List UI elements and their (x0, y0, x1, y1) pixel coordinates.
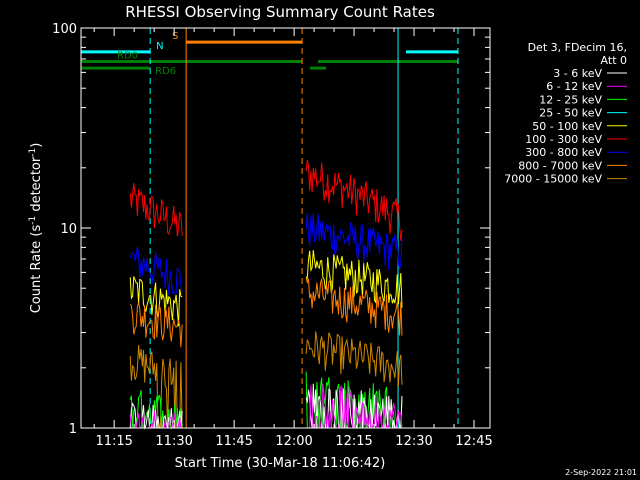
y-axis-label: Count Rate (s-1 detector-1) (28, 143, 44, 314)
series-4-interval-0 (129, 345, 183, 429)
x-tick-label-5: 12:30 (395, 434, 432, 449)
legend-entry-label-6: 300 - 800 keV (525, 146, 602, 159)
legend-header-1: Det 3, FDecim 16, (528, 41, 627, 54)
series-3-interval-1 (305, 277, 403, 336)
y-axis-label-mid: detector (29, 156, 44, 216)
y-axis-label-main: Count Rate (s (29, 225, 44, 314)
legend-entry-label-5: 100 - 300 keV (525, 133, 602, 146)
legend-entry-label-8: 7000 - 15000 keV (504, 173, 602, 186)
y-axis-ticks: 1 10 100 (52, 22, 490, 437)
series-2 (129, 250, 403, 327)
flag-label-n: N (156, 41, 163, 52)
flag-label-rd6: RD6 (155, 66, 176, 77)
y-axis-label-exp1: -1 (28, 216, 38, 225)
y-tick-label-2: 100 (52, 22, 77, 37)
y-axis-label-end: ) (29, 143, 44, 148)
chart-title: RHESSI Observing Summary Count Rates (125, 3, 435, 21)
series-1-interval-0 (129, 246, 183, 296)
series-3-interval-0 (129, 302, 183, 348)
flag-bars: NS RD0 RD6 (81, 31, 459, 77)
legend-entry-label-3: 25 - 50 keV (539, 107, 602, 120)
series-0 (129, 159, 403, 241)
series-5-interval-0 (129, 389, 183, 430)
flag-label-rd0: RD0 (117, 50, 138, 61)
series-4-interval-1 (305, 331, 403, 387)
x-tick-label-0: 11:15 (95, 434, 132, 449)
legend-entry-label-2: 12 - 25 keV (539, 93, 602, 106)
legend-entry-label-0: 3 - 6 keV (553, 67, 602, 80)
legend-entry-label-4: 50 - 100 keV (532, 120, 602, 133)
x-axis-label: Start Time (30-Mar-18 11:06:42) (175, 456, 386, 471)
y-tick-label-1: 10 (60, 222, 77, 237)
legend-entry-label-1: 6 - 12 keV (546, 80, 602, 93)
series-3 (129, 277, 403, 348)
x-tick-label-3: 12:00 (275, 434, 312, 449)
series-0-interval-0 (129, 182, 183, 237)
x-tick-label-4: 12:15 (335, 434, 372, 449)
series-4 (129, 331, 403, 429)
y-tick-label-0: 1 (69, 422, 77, 437)
flag-label-s: S (172, 31, 178, 42)
footer-timestamp: 2-Sep-2022 21:01 (565, 468, 637, 477)
x-axis-ticks: 11:15 11:30 11:45 12:00 12:15 12:30 12:45 (93, 28, 493, 449)
x-tick-label-2: 11:45 (215, 434, 252, 449)
legend-header-2: Att 0 (601, 54, 627, 67)
series-2-interval-0 (129, 276, 183, 327)
x-tick-label-6: 12:45 (455, 434, 492, 449)
legend-entry-label-7: 800 - 7000 keV (518, 159, 602, 172)
x-tick-label-1: 11:30 (155, 434, 192, 449)
series-1 (129, 212, 403, 296)
series-1-interval-1 (305, 212, 403, 271)
series-0-interval-1 (305, 159, 403, 241)
y-axis-label-exp2: -1 (28, 148, 38, 157)
series-2-interval-1 (305, 250, 403, 308)
